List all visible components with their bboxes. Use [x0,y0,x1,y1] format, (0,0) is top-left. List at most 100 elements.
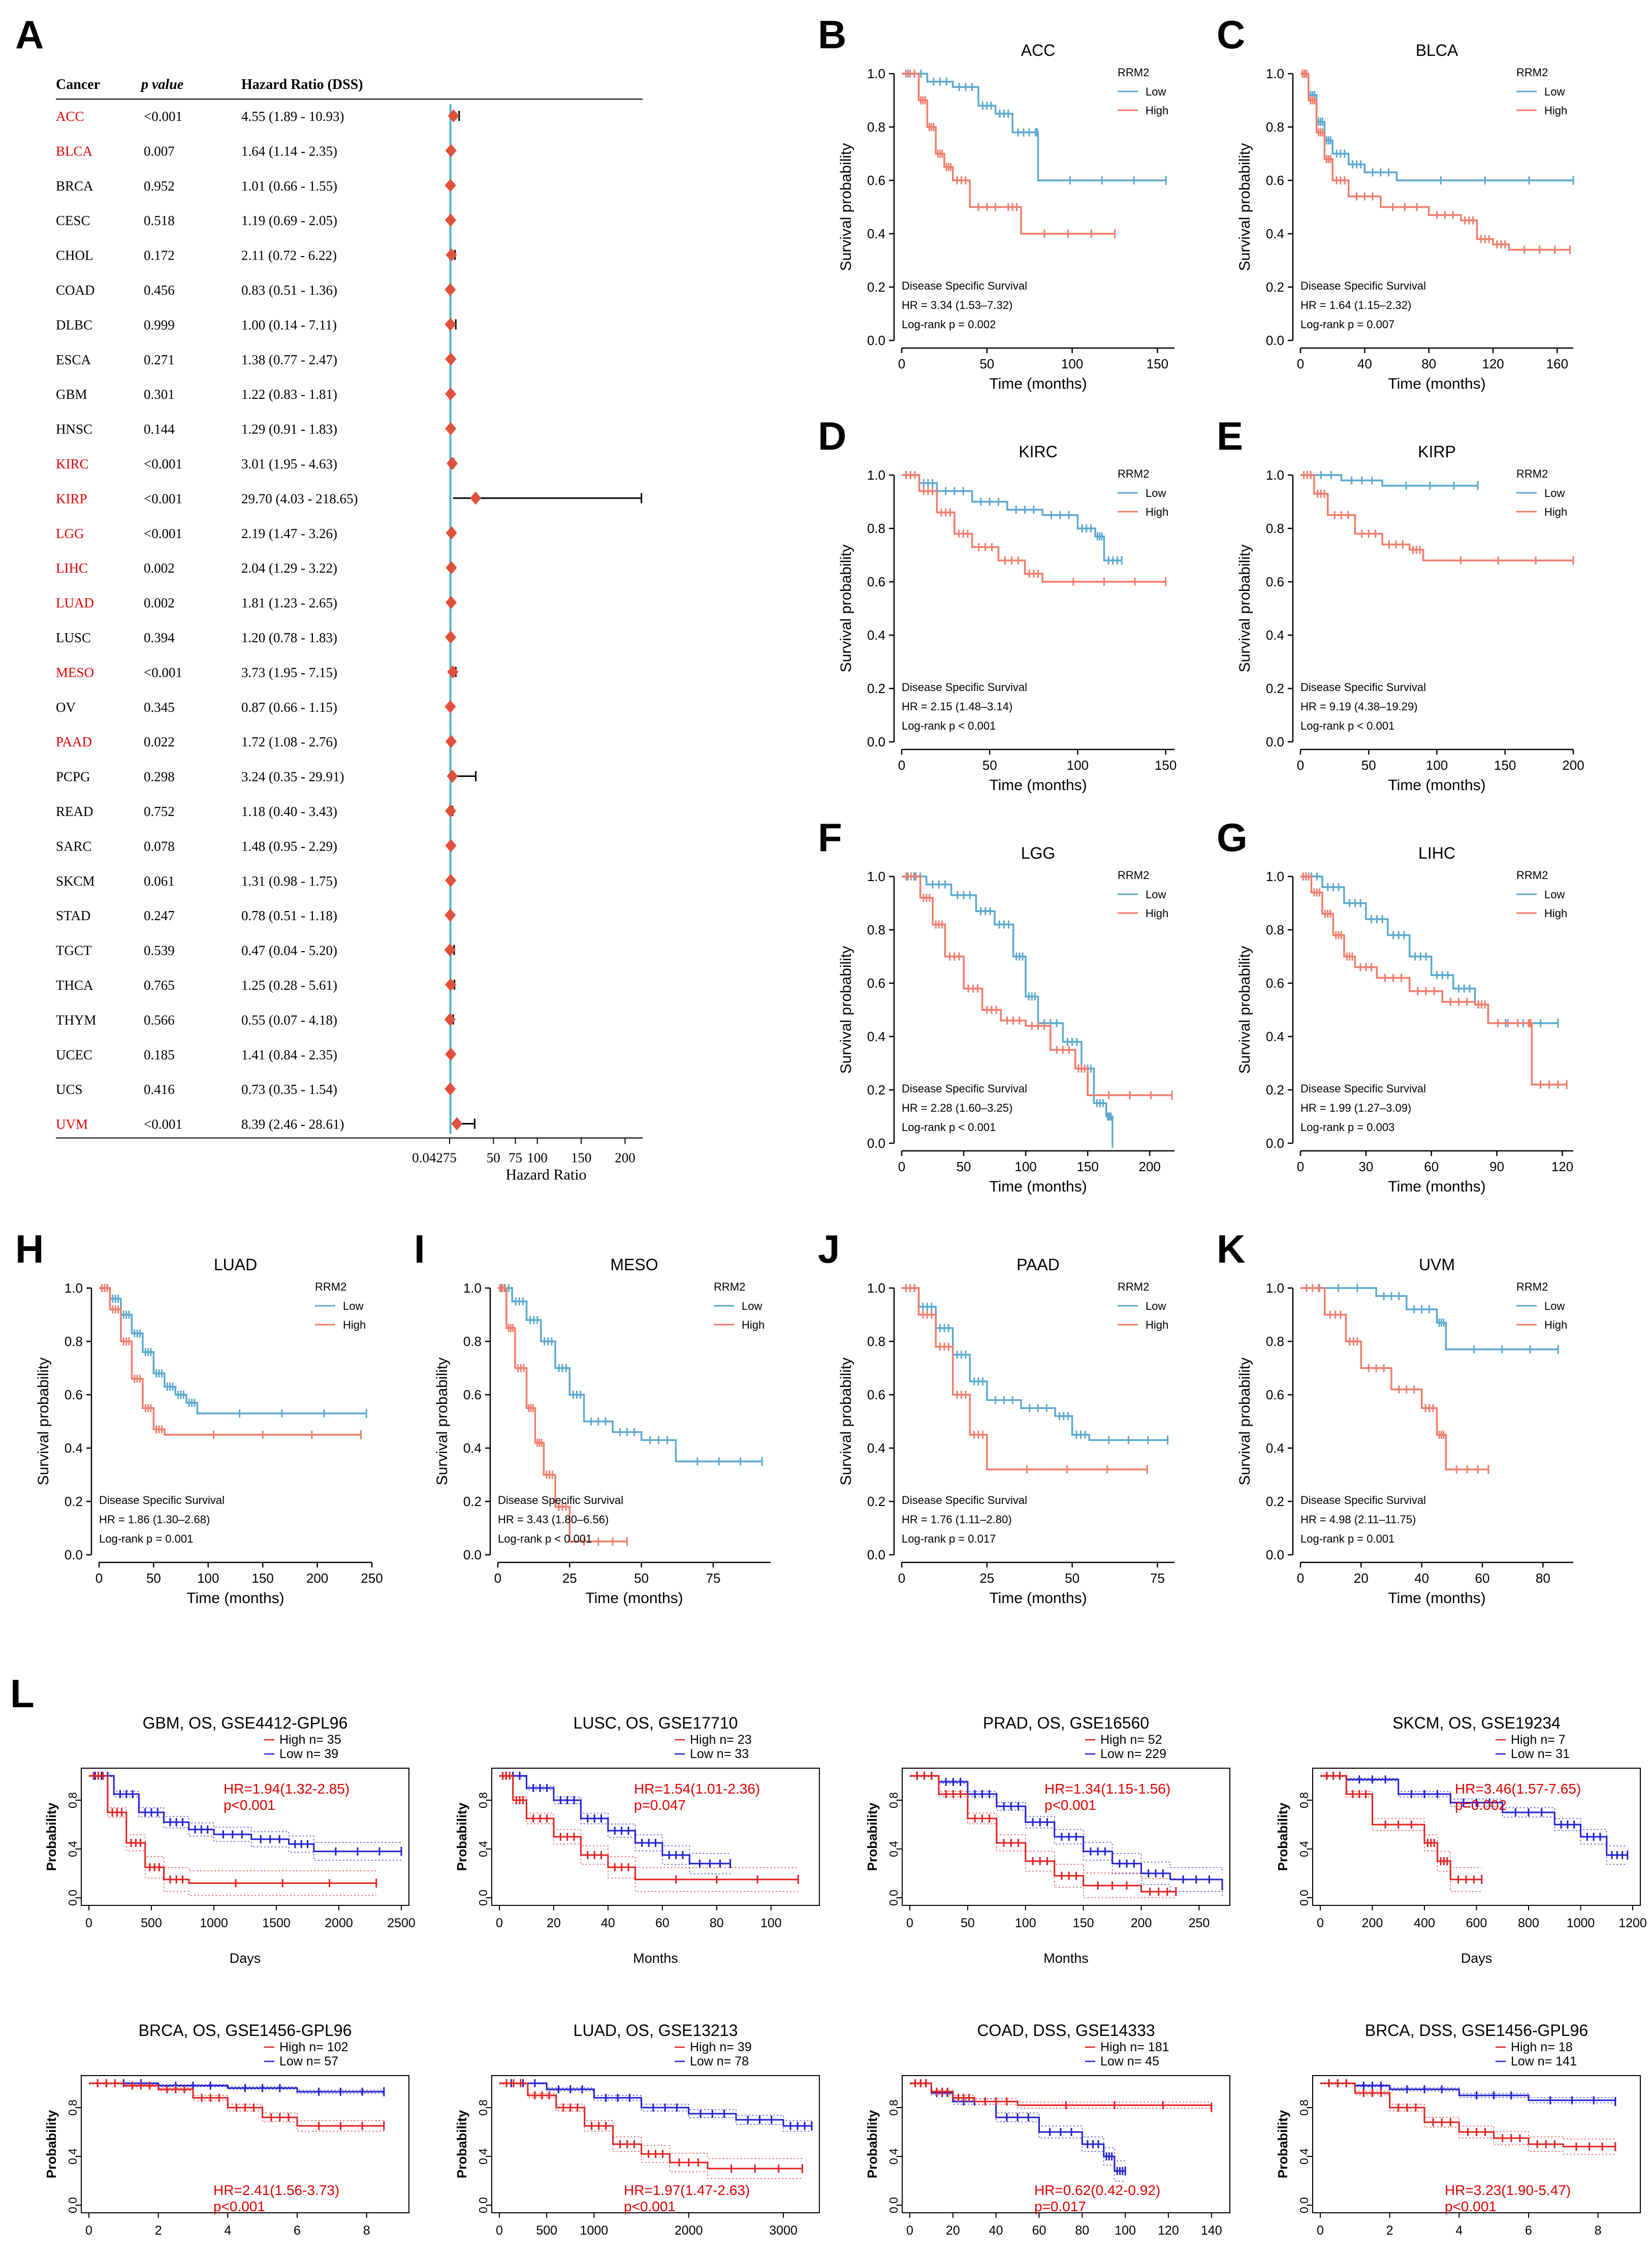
km-y-tick-label: 0.0 [463,1547,482,1562]
km-y-tick-label: 0.0 [65,1547,83,1562]
km-legend-low: Low [343,1300,363,1312]
km-y-axis-label: Survival probability [838,946,854,1074]
forest-cancer-label: STAD [56,908,90,923]
km-y-tick-label: 0.8 [1266,521,1284,536]
forest-hr-text: 1.20 (0.78 - 1.83) [241,630,337,645]
panel-L-hr-text: HR=1.54(1.01-2.36) [634,1781,760,1797]
forest-cancer-label: KIRP [56,491,87,506]
km-curve-high [1300,875,1567,1086]
forest-cancer-label: LGG [56,526,84,541]
forest-hr-text: 1.00 (0.14 - 7.11) [241,317,337,332]
km-y-tick-label: 0.6 [867,173,885,188]
km-curve-low [1300,474,1478,487]
km-x-tick-label: 20 [1354,1571,1369,1586]
km-y-tick-label: 1.0 [867,467,885,483]
forest-x-tick-label: 200 [615,1150,636,1166]
forest-pvalue: 0.002 [144,595,175,611]
km-y-tick-label: 1.0 [1266,467,1284,483]
km-x-axis-label: Time (months) [989,1178,1087,1195]
panel-L-frame [902,1768,1230,1906]
forest-point [444,213,456,227]
forest-pvalue: 0.345 [144,700,175,715]
panel-L-legend-low: Low n= 45 [1100,2054,1159,2068]
forest-pvalue: 0.247 [144,908,175,923]
panel-L-legend-high: High n= 23 [690,1733,752,1747]
panel-L-x-tick-label: 150 [1073,1916,1094,1930]
panel-L-legend-low: Low n= 141 [1511,2054,1577,2068]
km-curve-low [902,875,1114,1143]
forest-cancer-label: BLCA [56,143,93,159]
km-x-tick-label: 120 [1551,1159,1573,1174]
forest-hr-text: 2.04 (1.29 - 3.22) [241,560,337,576]
panel-L-p-text: p<0.001 [213,2199,265,2214]
panel-L-curve-high [89,1775,376,1884]
forest-cancer-label: THYM [56,1012,97,1027]
km-logrank-text: Log-rank p = 0.001 [99,1532,193,1545]
panel-L-x-tick-label: 20 [946,2223,960,2238]
km-x-tick-label: 0 [1297,1571,1304,1586]
forest-cancer-label: UVM [56,1117,88,1132]
panel-L-legend-low: Low n= 39 [279,1747,338,1761]
km-panel-lgg: F LGG RRM2 Low High 0.0 0.2 0.4 0.6 0.8 1.0 0 50 100 1… [818,815,1174,1195]
km-y-tick-label: 0.6 [1266,173,1284,188]
forest-point [446,595,457,609]
km-y-tick-label: 1.0 [463,1280,482,1296]
km-x-tick-label: 0 [96,1571,103,1586]
forest-cancer-label: TGCT [56,943,92,958]
km-logrank-text: Log-rank p < 0.001 [1300,719,1394,732]
km-x-axis-label: Time (months) [585,1590,683,1607]
km-x-tick-label: 200 [1138,1159,1160,1174]
km-x-tick-label: 50 [1361,758,1376,773]
forest-x-tick-label: 0.04275 [412,1150,457,1166]
panel-L-ci-band [89,1775,401,1843]
panel-L-legend-high: High n= 181 [1100,2040,1169,2054]
panel-L-y-tick-label: 0.4 [66,1841,79,1857]
panel-L-ci-band [499,1776,799,1892]
panel-L-x-axis-label: Days [230,1951,261,1966]
forest-pvalue: 0.765 [144,978,175,993]
km-x-tick-label: 30 [1358,1159,1373,1174]
forest-cancer-label: HNSC [56,422,92,437]
forest-pvalue: 0.394 [144,630,175,645]
km-x-tick-label: 120 [1482,356,1504,371]
panel-label-D: D [818,414,846,458]
km-title: PAAD [1016,1256,1060,1274]
forest-pvalue: 0.752 [144,804,175,819]
forest-point [444,943,456,957]
panel-L-y-tick-label: 0.0 [1297,1890,1311,1906]
panel-L-x-tick-label: 4 [1455,2223,1463,2238]
panel-L-title: BRCA, OS, GSE1456-GPL96 [139,2021,352,2040]
km-y-tick-label: 0.0 [867,1547,885,1562]
panel-L-y-tick-label: 0.0 [887,2197,900,2213]
panel-L-x-tick-label: 6 [1525,2223,1532,2238]
km-y-tick-label: 0.0 [1266,734,1284,749]
panel-label-G: G [1217,815,1248,860]
km-title: KIRP [1418,443,1456,461]
forest-point [445,422,457,435]
km-legend-high: High [1544,907,1567,920]
panel-L-x-tick-label: 2000 [675,2223,703,2238]
km-curve-high [902,875,1172,1096]
km-curve-high [1300,73,1570,251]
panel-L-x-tick-label: 0 [906,1916,913,1930]
forest-cancer-label: GBM [56,387,87,402]
km-y-tick-label: 1.0 [867,66,885,81]
panel-L-x-tick-label: 3000 [769,2223,798,2238]
forest-hr-text: 1.38 (0.77 - 2.47) [241,352,337,367]
forest-point [446,526,457,540]
panel-L-x-tick-label: 500 [536,2223,557,2238]
km-title: UVM [1419,1256,1455,1274]
km-y-tick-label: 0.2 [1266,279,1284,295]
km-y-tick-label: 0.4 [867,1029,885,1044]
km-x-tick-label: 75 [1150,1571,1165,1586]
km-x-tick-label: 150 [1155,758,1177,773]
km-x-tick-label: 75 [706,1571,720,1586]
km-y-tick-label: 0.6 [867,1387,885,1402]
panel-L-hr-text: HR=1.97(1.47-2.63) [624,2182,750,2198]
panel-L-hr-text: HR=1.94(1.32-2.85) [224,1781,350,1797]
km-y-axis-label: Survival probability [434,1358,451,1486]
panel-L-p-text: p<0.001 [224,1797,275,1813]
